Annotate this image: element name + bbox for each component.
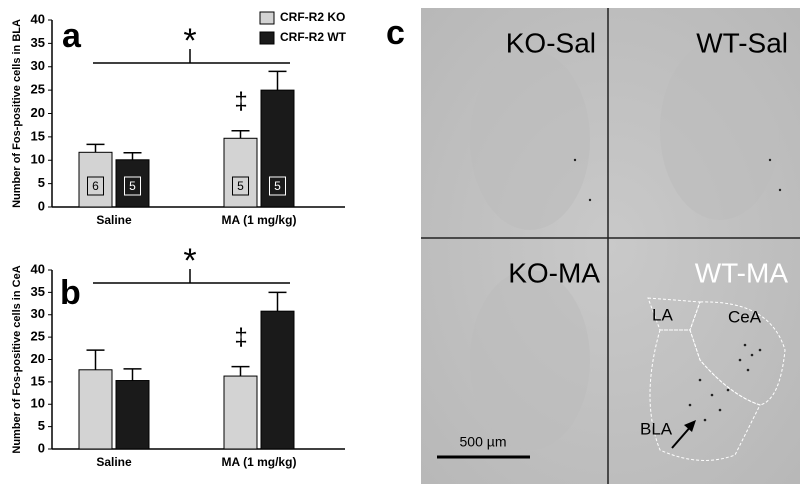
region-label: CeA xyxy=(728,307,762,326)
y-tick-label: 35 xyxy=(31,284,45,299)
scale-bar-label: 500 µm xyxy=(460,434,507,450)
fos-cells xyxy=(573,158,782,422)
bar xyxy=(223,375,258,450)
tissue-texture xyxy=(660,40,780,220)
arrow-head xyxy=(684,420,696,432)
panel-caption: WT-Sal xyxy=(696,27,788,58)
region-label: LA xyxy=(652,305,673,324)
y-tick-label: 5 xyxy=(38,418,45,433)
legend-swatch xyxy=(259,11,275,25)
legend-label: CRF-R2 KO xyxy=(280,10,345,24)
y-tick-label: 15 xyxy=(31,373,45,388)
bar xyxy=(223,137,258,208)
y-tick-label: 40 xyxy=(31,261,45,276)
x-tick-label: MA (1 mg/kg) xyxy=(222,213,297,227)
panel-label: c xyxy=(386,14,405,52)
legend-swatch xyxy=(259,31,275,45)
y-tick-label: 15 xyxy=(31,128,45,143)
n-label: 5 xyxy=(274,179,281,193)
bar xyxy=(260,89,295,208)
significance-marker: * xyxy=(183,242,196,280)
post-hoc-marker: ‡ xyxy=(234,324,247,351)
panel-caption: KO-MA xyxy=(508,257,600,288)
n-label: 5 xyxy=(237,179,244,193)
bar xyxy=(260,310,295,450)
bar xyxy=(115,159,150,208)
legend-label: CRF-R2 WT xyxy=(280,30,347,44)
y-tick-label: 0 xyxy=(38,198,45,213)
significance-marker: * xyxy=(183,22,196,60)
x-tick-label: Saline xyxy=(96,213,132,227)
y-tick-label: 25 xyxy=(31,329,45,344)
n-box xyxy=(269,176,286,196)
x-tick-label: MA (1 mg/kg) xyxy=(222,455,297,469)
y-tick-label: 5 xyxy=(38,175,45,190)
y-tick-label: 25 xyxy=(31,82,45,97)
n-box xyxy=(124,176,141,196)
tissue-texture xyxy=(470,50,590,230)
y-tick-label: 40 xyxy=(31,11,45,26)
bar xyxy=(115,380,150,450)
x-tick-label: Saline xyxy=(96,455,132,469)
n-box xyxy=(232,176,249,196)
y-tick-label: 20 xyxy=(31,105,45,120)
y-tick-label: 0 xyxy=(38,440,45,455)
y-tick-label: 20 xyxy=(31,351,45,366)
y-axis-label: Number of Fos-positive cells in CeA xyxy=(11,265,23,453)
region-label: BLA xyxy=(640,419,673,438)
tissue-texture xyxy=(470,270,590,450)
y-tick-label: 30 xyxy=(31,306,45,321)
region-outline xyxy=(649,329,761,461)
y-axis-label: Number of Fos-positive cells in BLA xyxy=(11,19,23,208)
micrograph: KO-Sal WT-Sal KO-MA WT-MA LA CeA BLA 500… xyxy=(421,8,800,484)
y-tick-label: 35 xyxy=(31,35,45,50)
y-tick-label: 10 xyxy=(31,152,45,167)
bar xyxy=(78,151,113,208)
n-label: 5 xyxy=(129,179,136,193)
panel-caption: KO-Sal xyxy=(506,27,596,58)
post-hoc-marker: ‡ xyxy=(234,88,247,115)
n-label: 6 xyxy=(92,179,99,193)
y-tick-label: 10 xyxy=(31,396,45,411)
panel-label: a xyxy=(62,17,82,55)
panel-caption: WT-MA xyxy=(695,257,789,288)
n-box xyxy=(87,176,104,196)
bar xyxy=(78,369,113,450)
panel-label: b xyxy=(60,274,81,312)
y-tick-label: 30 xyxy=(31,58,45,73)
